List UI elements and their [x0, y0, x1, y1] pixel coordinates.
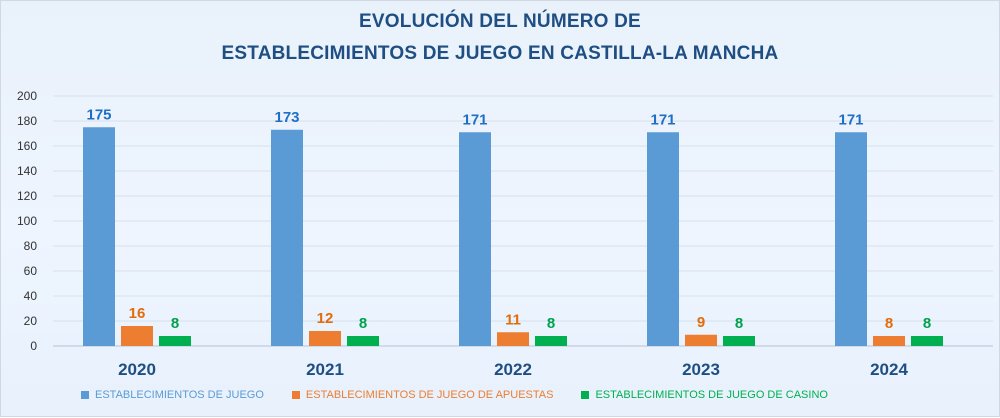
x-tick-label: 2021 [306, 360, 344, 379]
legend-swatch-juego [81, 391, 89, 399]
bar [459, 132, 491, 346]
bar [309, 331, 341, 346]
y-tick-label: 40 [24, 289, 38, 303]
chart-title-line-2: ESTABLECIMIENTOS DE JUEGO EN CASTILLA-LA… [221, 43, 779, 64]
y-tick-label: 180 [17, 114, 37, 128]
data-label: 9 [697, 314, 705, 331]
y-tick-label: 100 [17, 214, 37, 228]
bar [685, 334, 717, 346]
bar [271, 129, 303, 346]
legend-item-juego: ESTABLECIMIENTOS DE JUEGO [81, 389, 264, 401]
data-label: 8 [171, 315, 179, 332]
legend-label-casino: ESTABLECIMIENTOS DE JUEGO DE CASINO [595, 389, 828, 401]
x-tick-label: 2022 [494, 360, 532, 379]
legend: ESTABLECIMIENTOS DE JUEGO ESTABLECIMIENT… [81, 389, 961, 401]
y-tick-label: 120 [17, 189, 37, 203]
y-tick-label: 140 [17, 164, 37, 178]
data-label: 8 [735, 315, 743, 332]
x-tick-label: 2020 [118, 360, 156, 379]
legend-item-casino: ESTABLECIMIENTOS DE JUEGO DE CASINO [581, 389, 828, 401]
y-tick-label: 200 [17, 89, 37, 103]
y-tick-label: 0 [30, 339, 37, 353]
y-tick-label: 80 [24, 239, 38, 253]
data-label: 175 [86, 106, 111, 123]
bar [159, 336, 191, 346]
bar [347, 336, 379, 346]
data-label: 8 [359, 315, 367, 332]
bar [835, 132, 867, 346]
y-tick-label: 160 [17, 139, 37, 153]
data-label: 171 [462, 111, 487, 128]
bar [121, 326, 153, 346]
y-tick-label: 60 [24, 264, 38, 278]
legend-label-apuestas: ESTABLECIMIENTOS DE JUEGO DE APUESTAS [305, 389, 554, 401]
data-label: 8 [885, 315, 893, 332]
bar [911, 336, 943, 346]
bar [83, 127, 115, 346]
data-label: 16 [129, 305, 146, 322]
chart-title-line-1: EVOLUCIÓN DEL NÚMERO DE [359, 11, 641, 32]
data-label: 8 [547, 315, 555, 332]
bar [497, 332, 529, 346]
data-label: 8 [923, 315, 931, 332]
x-tick-label: 2024 [870, 360, 908, 379]
x-tick-label: 2023 [682, 360, 720, 379]
data-label: 11 [505, 311, 521, 328]
data-label: 173 [274, 109, 299, 126]
data-label: 171 [650, 111, 675, 128]
bar [535, 336, 567, 346]
bar [647, 132, 679, 346]
legend-swatch-apuestas [291, 391, 300, 399]
data-label: 171 [838, 111, 863, 128]
data-label: 12 [317, 310, 334, 327]
bar [873, 336, 905, 346]
legend-item-apuestas: ESTABLECIMIENTOS DE JUEGO DE APUESTAS [291, 389, 554, 401]
legend-label-juego: ESTABLECIMIENTOS DE JUEGO [95, 389, 264, 401]
y-tick-label: 20 [24, 314, 38, 328]
bar [723, 336, 755, 346]
legend-swatch-casino [581, 391, 590, 399]
